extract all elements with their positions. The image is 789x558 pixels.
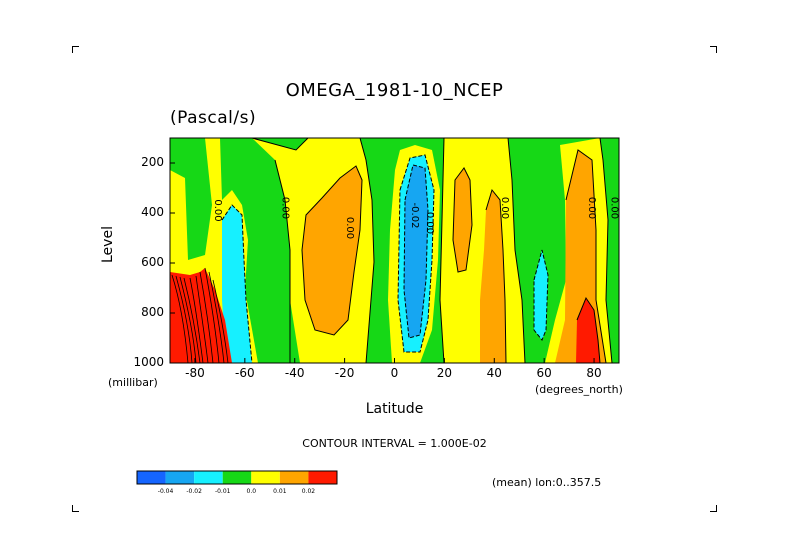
contour-lines (221, 138, 613, 363)
x-tick-label: 20 (436, 366, 453, 380)
y-axis-label: Level (100, 226, 116, 263)
region-red-north-80 (576, 298, 600, 363)
colorbar-label: -0.04 (157, 488, 174, 495)
region-orange-north-25 (453, 168, 472, 272)
y-axis-unit: (millibar) (108, 376, 158, 389)
contour-labels: 0.00 0.00 0.00 -0.02 0.00 0.00 0.00 0.00 (212, 197, 620, 239)
crop-mark-bottom-left (72, 505, 79, 512)
x-tick-label: -20 (334, 366, 355, 380)
colorbar-segment (194, 471, 223, 484)
colorbar-segment (308, 471, 337, 484)
x-tick-label: -40 (284, 366, 305, 380)
colorbar-segment (279, 471, 309, 484)
x-tick-label: 0 (390, 366, 399, 380)
region-cyan-south (222, 205, 252, 363)
colorbar-label: -0.02 (186, 488, 202, 495)
colorbar-segment (165, 471, 195, 484)
x-tick-label: -80 (185, 366, 205, 380)
colorbar-label: -0.01 (214, 488, 231, 495)
region-lightblue-tropics (404, 165, 428, 338)
contour-label: 0.00 (586, 197, 597, 219)
region-cyan-north-60 (534, 250, 548, 340)
region-orange-south-subtropics (302, 166, 362, 335)
chart-units: (Pascal/s) (170, 108, 257, 128)
y-tick-label: 200 (141, 155, 164, 169)
colorbar-label: 0.01 (273, 488, 287, 495)
x-tick-label: 60 (536, 366, 552, 380)
colorbar-segment (137, 471, 166, 484)
y-tick-label: 600 (141, 255, 164, 269)
crop-mark-top-left (72, 46, 79, 53)
y-tick-label: 1000 (133, 355, 164, 369)
crop-mark-bottom-right (710, 505, 717, 512)
region-orange-north-40 (480, 190, 506, 363)
y-tick-label: 800 (141, 305, 164, 319)
colorbar (136, 470, 338, 485)
x-axis-label: Latitude (365, 401, 424, 417)
contour-label: 0.00 (212, 199, 223, 221)
tick-marks (170, 162, 595, 364)
y-tick-label: 400 (141, 205, 164, 219)
x-axis-unit: (degrees_north) (535, 383, 623, 396)
colorbar-segment (222, 471, 252, 484)
contour-label: 0.00 (344, 217, 355, 239)
contour-label: 0.00 (279, 197, 290, 219)
x-tick-label: 40 (486, 366, 502, 380)
mean-note: (mean) lon:0..357.5 (492, 476, 602, 489)
contour-label: 0.00 (609, 197, 620, 219)
contour-interval-note: CONTOUR INTERVAL = 1.000E-02 (302, 437, 487, 450)
colorbar-label: 0.02 (301, 488, 316, 495)
contour-label: 0.00 (499, 197, 510, 219)
colorbar-frame (136, 470, 338, 485)
contour-lines-south-polar (171, 267, 229, 363)
x-tick-label: -60 (235, 366, 255, 380)
chart-title: OMEGA_1981-10_NCEP (285, 80, 504, 101)
contour-label: -0.02 (409, 203, 420, 229)
colorbar-segment (251, 471, 280, 484)
crop-mark-top-right (710, 46, 717, 53)
contour-label: 0.00 (424, 212, 435, 234)
x-tick-label: 80 (586, 366, 602, 380)
colorbar-label: 0.0 (246, 488, 257, 495)
